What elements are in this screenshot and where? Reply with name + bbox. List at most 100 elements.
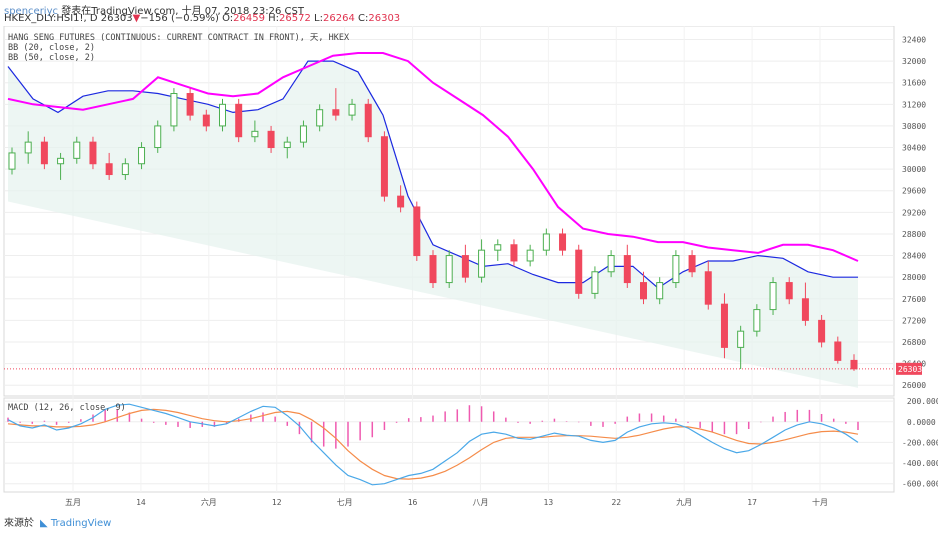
price-tick-label: 29600 (902, 187, 926, 196)
price-tick-label: 28800 (902, 230, 926, 239)
candle-body (818, 319, 826, 343)
publish-line: spenceriyc 發表在TradingView.com, 十月 07, 20… (4, 2, 304, 17)
candle-body (202, 114, 210, 127)
price-tick-label: 27600 (902, 295, 926, 304)
candle-body (105, 163, 113, 176)
last-price-tag (896, 362, 922, 375)
ohlc-line: HKEX_DLY:HSI1!, D 26303▼−156 (−0.59%) O:… (4, 13, 400, 24)
candle-body (57, 157, 65, 165)
author-link[interactable]: spenceriyc (4, 6, 59, 17)
candle-body (429, 255, 437, 284)
candle-body (121, 163, 129, 176)
macd-tick-label: 0.0000 (902, 418, 936, 427)
open-value: 26459 (233, 13, 265, 24)
time-tick-label: 12 (272, 498, 282, 507)
candle-body (688, 255, 696, 273)
candle-body (704, 271, 712, 305)
candle-body (138, 147, 146, 165)
candle-body (640, 282, 647, 300)
time-tick-label: 八月 (472, 498, 488, 507)
macd-tick-label: -600.0000 (902, 480, 938, 489)
tradingview-brand: TradingView (50, 518, 112, 529)
candle-body (73, 141, 81, 159)
candle-body (834, 341, 842, 361)
candle-body (720, 303, 728, 348)
high-value: 26572 (279, 13, 311, 24)
macd-tick-label: -200.0000 (902, 438, 938, 447)
source-label: 來源於 (4, 518, 34, 529)
price-tick-label: 29200 (902, 208, 926, 217)
candle-body (494, 244, 502, 251)
time-tick-label: 14 (136, 498, 146, 507)
candle-body (785, 282, 793, 300)
candle-body (850, 359, 858, 370)
candle-body (623, 255, 631, 284)
candle-body (364, 103, 372, 138)
high-label: H: (268, 13, 280, 24)
price-tick-label: 28000 (902, 273, 926, 282)
candle-body (413, 206, 421, 257)
candle-body (24, 141, 32, 154)
candle-body (607, 255, 615, 273)
open-label: O: (222, 13, 234, 24)
candle-body (769, 282, 777, 311)
candle-body (89, 141, 97, 165)
candle-body (461, 255, 469, 278)
price-tick-label: 30800 (902, 122, 926, 131)
time-tick-label: 十月 (812, 497, 828, 507)
macd-tick-label: 200.0000 (902, 397, 938, 406)
candle-body (510, 244, 518, 262)
price-tick-label: 26000 (902, 381, 926, 390)
candle-body (445, 255, 453, 284)
legend-bb50: BB (50, close, 2) (8, 53, 95, 63)
candle-body (332, 109, 340, 116)
bb20-upper-line (7, 60, 858, 289)
price-tick-label: 26800 (902, 338, 926, 347)
time-tick-label: 16 (408, 498, 418, 507)
candle-body (559, 233, 567, 251)
legend-macd: MACD (12, 26, close, 9) (8, 403, 126, 413)
candle-body (526, 249, 534, 262)
candle-body (316, 109, 324, 127)
price-tick-label: 28400 (902, 252, 926, 261)
candle-body (283, 141, 291, 149)
candle-body (672, 255, 680, 284)
time-tick-label: 17 (747, 498, 757, 507)
chart-area[interactable]: 32400 32000 31600 31200 30800 30400 30000 29600… (0, 26, 938, 514)
symbol-label: HKEX_DLY:HSI1!, D (4, 13, 98, 24)
price-tick-label: 30000 (902, 165, 926, 174)
time-tick-label: 22 (611, 498, 621, 507)
low-label: L: (314, 13, 323, 24)
macd-line (7, 403, 859, 486)
price-tick-label: 31600 (902, 79, 926, 88)
candle-body (542, 233, 550, 251)
candle-body (299, 125, 307, 143)
tradingview-logo-link[interactable]: ◣ TradingView (40, 518, 111, 529)
price-tick-label: 32400 (902, 36, 926, 45)
candle-body (591, 271, 599, 294)
candle-body (235, 103, 243, 138)
price-tick-label: 31200 (902, 100, 926, 109)
candle-body (737, 330, 745, 348)
time-tick-label: 七月 (337, 498, 353, 507)
candle-body (186, 93, 194, 116)
bb50-upper-line (7, 52, 859, 262)
time-tick-label: 九月 (676, 498, 692, 507)
footer: 來源於 ◣ TradingView (4, 514, 111, 529)
bb20-band-fill (8, 61, 858, 388)
candle-body (40, 141, 48, 165)
time-tick-label: 五月 (65, 498, 81, 507)
time-tick-label: 六月 (201, 497, 217, 507)
candle-body (170, 93, 178, 127)
legend-bb20: BB (20, close, 2) (8, 43, 95, 53)
price-tick-label: 32000 (902, 57, 926, 66)
macd-pane (3, 397, 895, 493)
last-price-value: 26303 (100, 13, 133, 24)
candle-body (397, 195, 405, 208)
low-value: 26264 (323, 13, 355, 24)
close-label: C: (358, 13, 369, 24)
candle-body (656, 282, 664, 300)
candle-body (267, 130, 275, 149)
candle-body (219, 103, 226, 127)
candle-body (478, 249, 486, 278)
